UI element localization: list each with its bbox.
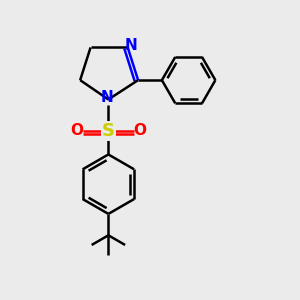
Text: O: O [70,123,83,138]
Text: S: S [102,122,115,140]
Text: N: N [124,38,137,53]
Text: N: N [100,91,113,106]
Text: O: O [134,123,147,138]
